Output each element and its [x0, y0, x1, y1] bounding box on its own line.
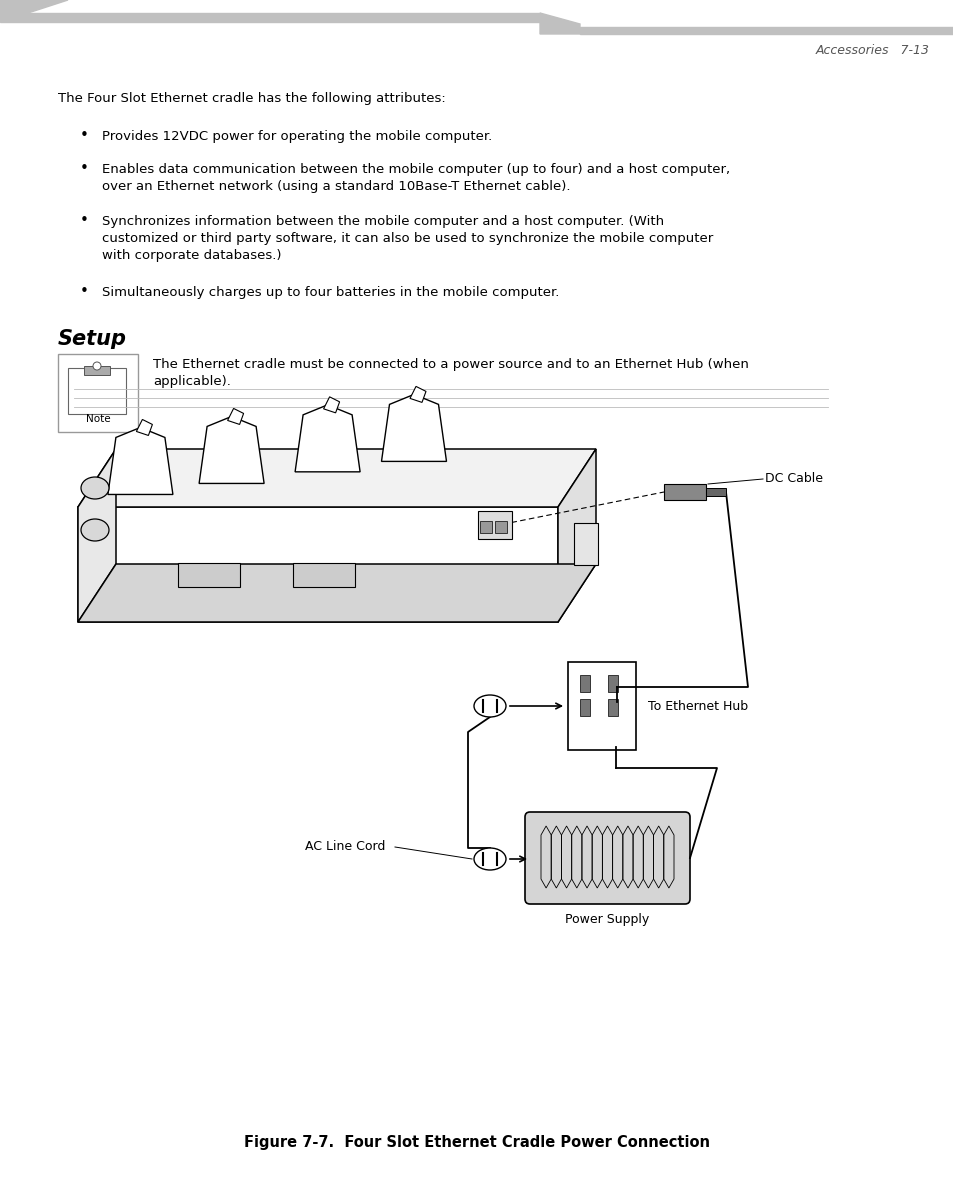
Text: •: • [80, 161, 89, 175]
Text: Enables data communication between the mobile computer (up to four) and a host c: Enables data communication between the m… [102, 163, 729, 194]
Polygon shape [199, 416, 264, 483]
Bar [579, 700, 589, 716]
Polygon shape [136, 419, 152, 435]
Polygon shape [579, 26, 953, 34]
Bar [495, 520, 506, 532]
Polygon shape [539, 13, 579, 34]
Bar [477, 511, 512, 538]
Polygon shape [323, 397, 339, 412]
Polygon shape [381, 394, 446, 462]
Ellipse shape [474, 695, 505, 718]
Bar [567, 662, 636, 750]
Bar [177, 563, 239, 587]
Ellipse shape [474, 847, 505, 870]
Text: •: • [80, 127, 89, 143]
Bar [607, 700, 618, 716]
Polygon shape [0, 0, 68, 13]
Text: AC Line Cord: AC Line Cord [305, 840, 385, 853]
Polygon shape [78, 450, 116, 621]
Polygon shape [108, 428, 172, 494]
Text: Figure 7-7.  Four Slot Ethernet Cradle Power Connection: Figure 7-7. Four Slot Ethernet Cradle Po… [244, 1135, 709, 1150]
Text: Provides 12VDC power for operating the mobile computer.: Provides 12VDC power for operating the m… [102, 130, 492, 143]
Text: The Ethernet cradle must be connected to a power source and to an Ethernet Hub (: The Ethernet cradle must be connected to… [152, 358, 748, 388]
Polygon shape [0, 13, 539, 22]
Ellipse shape [81, 519, 109, 541]
Text: Setup: Setup [58, 329, 127, 349]
FancyBboxPatch shape [524, 813, 689, 904]
Bar [574, 523, 598, 565]
Text: Note: Note [86, 413, 111, 424]
Text: DC Cable: DC Cable [764, 472, 822, 486]
Bar [58, 355, 138, 432]
Circle shape [92, 362, 101, 370]
Bar [607, 676, 618, 692]
Text: The Four Slot Ethernet cradle has the following attributes:: The Four Slot Ethernet cradle has the fo… [58, 93, 445, 105]
Bar [579, 676, 589, 692]
Bar [479, 520, 492, 532]
Bar [705, 488, 725, 496]
Bar [663, 484, 705, 500]
Text: To Ethernet Hub: To Ethernet Hub [647, 700, 747, 713]
Bar [68, 368, 126, 413]
Text: •: • [80, 284, 89, 299]
Bar [293, 563, 355, 587]
Text: Simultaneously charges up to four batteries in the mobile computer.: Simultaneously charges up to four batter… [102, 286, 558, 299]
Text: Power Supply: Power Supply [565, 914, 649, 926]
Text: Accessories   7-13: Accessories 7-13 [815, 44, 929, 56]
Bar [84, 365, 110, 375]
Text: •: • [80, 213, 89, 228]
Ellipse shape [81, 477, 109, 499]
Polygon shape [78, 450, 596, 507]
Polygon shape [410, 386, 426, 403]
Polygon shape [228, 409, 243, 424]
Polygon shape [558, 450, 596, 621]
Polygon shape [294, 405, 359, 472]
Text: Synchronizes information between the mobile computer and a host computer. (With
: Synchronizes information between the mob… [102, 215, 713, 262]
Polygon shape [78, 507, 558, 621]
Polygon shape [78, 564, 596, 621]
